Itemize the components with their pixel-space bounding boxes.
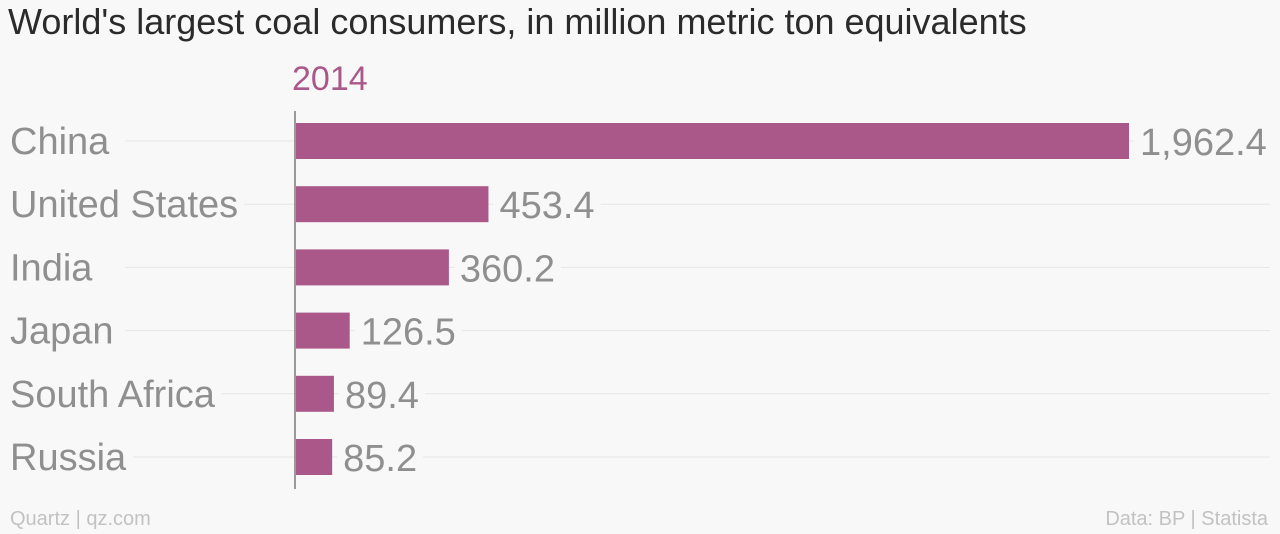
chart-title: World's largest coal consumers, in milli… [8,1,1027,42]
bar [296,312,350,349]
label-background [337,438,424,480]
label-background [4,184,245,227]
bar [296,375,334,412]
value-label: 453.4 [499,185,594,227]
label-background [453,248,561,291]
label-background [4,310,120,353]
label-background [338,374,425,417]
category-labels: China United States India Japan South Africa… [4,121,245,479]
value-label: 85.2 [343,438,417,480]
bar [296,186,489,223]
value-label: 126.5 [361,312,456,354]
category-label: China [10,121,110,163]
label-background [1134,122,1273,164]
category-label: South Africa [10,374,216,416]
label-background [4,437,134,479]
label-background [4,121,117,163]
footer-source-left: Quartz | qz.com [10,508,151,530]
value-label: 1,962.4 [1140,122,1267,164]
bar [296,249,449,286]
value-label: 89.4 [345,375,419,417]
label-background [4,373,222,416]
bar [296,439,333,475]
category-label: Japan [10,311,114,353]
label-background [354,311,462,354]
series-label: 2014 [292,60,368,98]
value-label: 360.2 [460,248,555,290]
bar [296,123,1129,159]
label-background [493,185,601,228]
label-background [4,247,100,290]
bars [296,123,1129,475]
category-label: United States [10,184,238,226]
footer-source-right: Data: BP | Statista [1105,508,1268,530]
category-label: India [10,247,93,289]
category-label: Russia [10,437,127,479]
